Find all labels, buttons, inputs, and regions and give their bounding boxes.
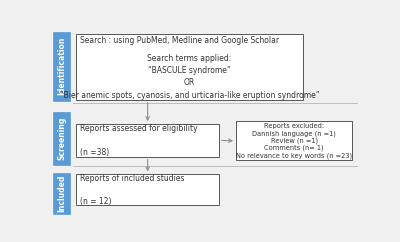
Text: (n = 12): (n = 12) <box>80 197 112 206</box>
Text: Reports assessed for eligibility: Reports assessed for eligibility <box>80 124 198 133</box>
Text: OR: OR <box>184 78 195 87</box>
Text: Dannish language (n =1): Dannish language (n =1) <box>252 130 336 137</box>
Text: Search terms applied:: Search terms applied: <box>147 54 232 63</box>
Text: Search : using PubMed, Medline and Google Scholar: Search : using PubMed, Medline and Googl… <box>80 36 279 45</box>
Bar <box>236 121 352 160</box>
Text: Identification: Identification <box>57 37 66 96</box>
Text: Reports of included studies: Reports of included studies <box>80 174 184 183</box>
Text: No relevance to key words (n =23): No relevance to key words (n =23) <box>236 152 352 159</box>
Text: Screening: Screening <box>57 117 66 160</box>
Bar <box>76 34 303 100</box>
Bar <box>53 112 70 165</box>
Text: “BASCULE syndrome”: “BASCULE syndrome” <box>148 66 231 75</box>
Text: Comments (n= 1): Comments (n= 1) <box>264 145 324 151</box>
Text: Review (n =1): Review (n =1) <box>270 138 318 144</box>
Text: (n =38): (n =38) <box>80 148 109 157</box>
Text: Reports excluded:: Reports excluded: <box>264 123 324 129</box>
Bar <box>53 174 70 213</box>
Bar <box>76 124 219 157</box>
Text: Included: Included <box>57 175 66 212</box>
Bar <box>53 32 70 101</box>
Text: “Bier anemic spots, cyanosis, and urticaria-like eruption syndrome”: “Bier anemic spots, cyanosis, and urtica… <box>60 91 319 100</box>
Bar <box>76 174 219 205</box>
